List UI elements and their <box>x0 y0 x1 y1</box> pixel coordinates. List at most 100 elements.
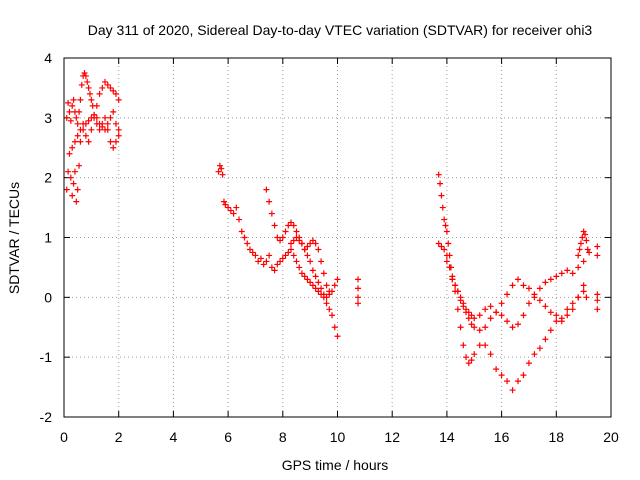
data-point <box>452 282 459 289</box>
data-point <box>99 84 106 91</box>
x-tick-label: 10 <box>330 429 346 445</box>
data-point <box>271 222 278 229</box>
data-point <box>296 237 303 244</box>
data-point <box>115 132 122 139</box>
data-point <box>77 96 84 103</box>
data-point <box>293 228 300 235</box>
data-point <box>594 243 601 250</box>
data-point <box>504 378 511 385</box>
data-point <box>315 288 322 295</box>
data-point <box>74 120 81 127</box>
data-point <box>468 357 475 364</box>
data-point <box>65 168 72 175</box>
data-point <box>575 264 582 271</box>
data-point <box>88 96 95 103</box>
x-tick-label: 14 <box>439 429 455 445</box>
data-point <box>315 246 322 253</box>
data-point <box>296 264 303 271</box>
data-point <box>576 246 583 253</box>
data-point <box>218 165 225 172</box>
data-point <box>558 318 565 325</box>
data-point <box>309 267 316 274</box>
y-tick-label: 0 <box>44 289 52 305</box>
data-point <box>309 282 316 289</box>
x-tick-label: 20 <box>603 429 619 445</box>
data-point <box>515 276 522 283</box>
data-point <box>320 291 327 298</box>
data-point <box>580 258 587 265</box>
data-point <box>63 186 70 193</box>
data-point <box>268 264 275 271</box>
data-point <box>80 120 87 127</box>
data-point <box>244 240 251 247</box>
data-point <box>465 315 472 322</box>
data-point <box>76 162 83 169</box>
data-point <box>85 138 92 145</box>
data-point <box>553 273 560 280</box>
data-point <box>277 258 284 265</box>
data-point <box>553 312 560 319</box>
data-point <box>86 90 93 97</box>
data-point <box>326 306 333 313</box>
data-point <box>504 318 511 325</box>
data-point <box>318 285 325 292</box>
data-point <box>465 360 472 367</box>
data-point <box>438 243 445 250</box>
data-point <box>216 162 223 169</box>
data-point <box>542 336 549 343</box>
data-point <box>285 249 292 256</box>
data-point <box>471 324 478 331</box>
data-point <box>76 108 83 115</box>
data-point <box>69 102 76 109</box>
data-point <box>96 120 103 127</box>
data-point <box>215 168 222 175</box>
data-point <box>266 252 273 259</box>
data-point <box>249 249 256 256</box>
data-point <box>301 246 308 253</box>
data-point <box>471 351 478 358</box>
data-point <box>307 240 314 247</box>
data-point <box>70 180 77 187</box>
data-point <box>520 372 527 379</box>
x-tick-label: 6 <box>224 429 232 445</box>
data-point <box>457 324 464 331</box>
data-point <box>255 258 262 265</box>
data-point <box>471 315 478 322</box>
data-point <box>290 252 297 259</box>
data-point <box>437 180 444 187</box>
data-point <box>553 318 560 325</box>
data-point <box>509 387 516 394</box>
data-point <box>298 270 305 277</box>
data-point <box>315 279 322 286</box>
data-point <box>93 102 100 109</box>
data-point <box>82 72 89 79</box>
satellite-track-6 <box>288 234 333 295</box>
data-point <box>445 240 452 247</box>
data-point <box>63 114 70 121</box>
data-point <box>460 303 467 310</box>
data-point <box>107 114 114 121</box>
data-point <box>110 108 117 115</box>
data-point <box>260 261 267 268</box>
data-point <box>442 222 449 229</box>
satellite-track-7 <box>355 276 362 307</box>
data-point <box>438 192 445 199</box>
data-point <box>71 168 78 175</box>
data-point <box>82 132 89 139</box>
data-point <box>449 273 456 280</box>
data-point <box>102 78 109 85</box>
data-point <box>482 306 489 313</box>
data-point <box>112 138 119 145</box>
data-point <box>584 246 591 253</box>
data-point <box>96 126 103 133</box>
data-point <box>65 99 72 106</box>
data-point <box>288 219 295 226</box>
data-point <box>312 285 319 292</box>
data-point <box>268 210 275 217</box>
data-point <box>334 276 341 283</box>
data-point <box>443 252 450 259</box>
data-point <box>110 87 117 94</box>
data-point <box>67 174 74 181</box>
data-point <box>293 258 300 265</box>
data-point <box>594 291 601 298</box>
